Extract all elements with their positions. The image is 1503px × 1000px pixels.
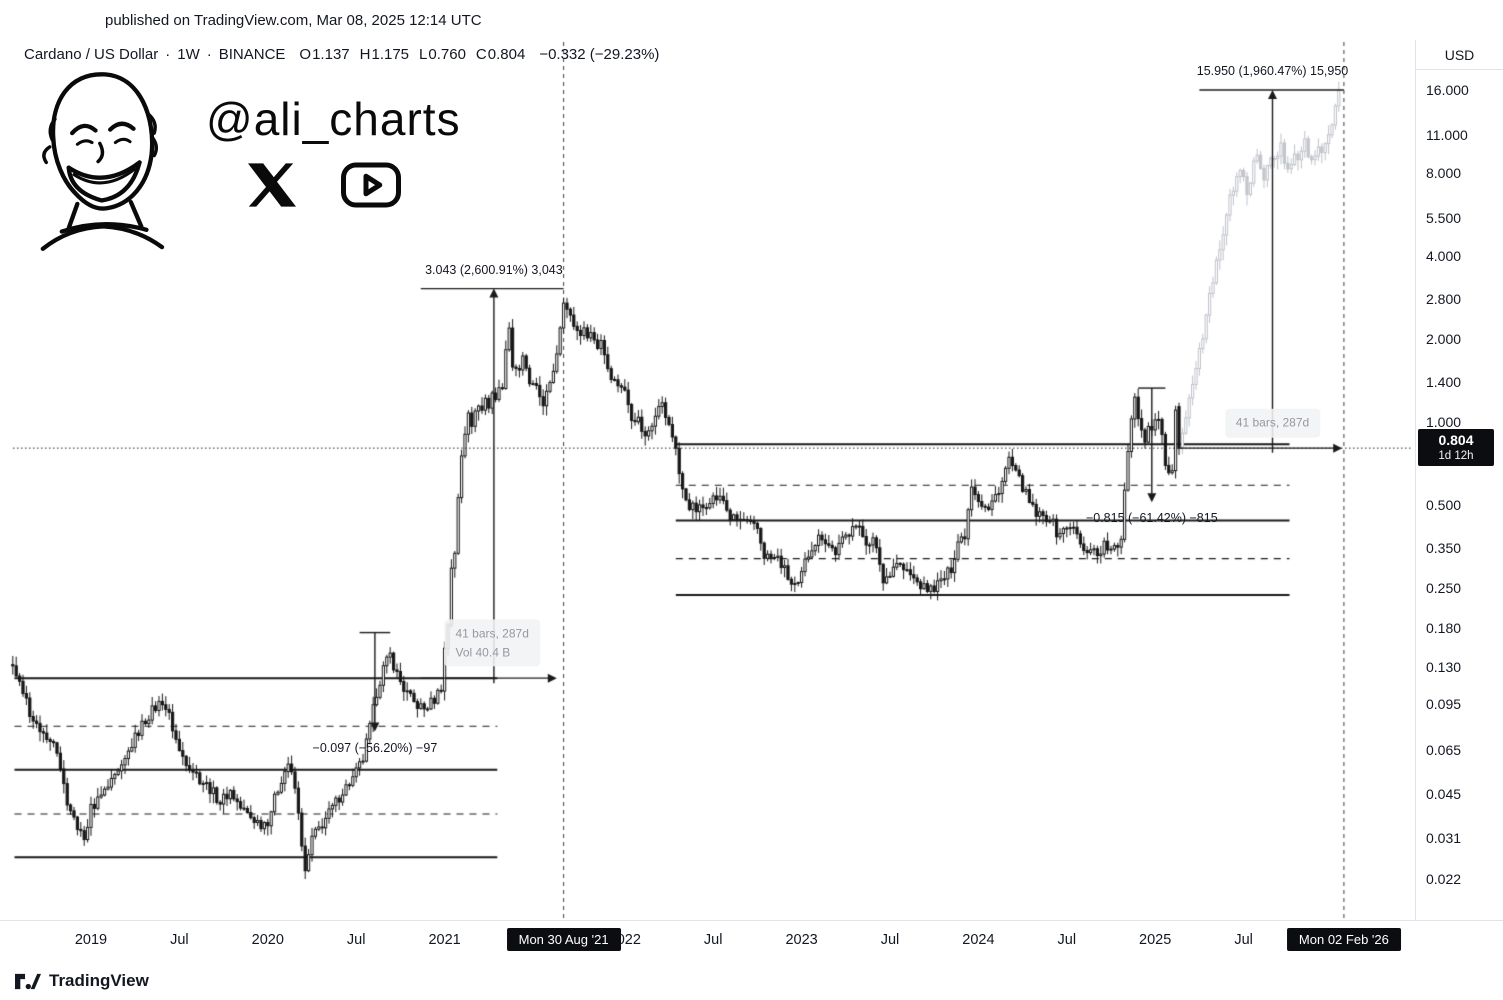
ohlc-low: L0.760	[419, 46, 466, 63]
time-tick: 2023	[785, 932, 818, 948]
ohlc-values: O1.137 H1.175 L0.760 C0.804 −0.332 (−29.…	[299, 46, 659, 63]
exchange-label: BINANCE	[218, 46, 286, 63]
price-tick: 16.000	[1426, 81, 1469, 98]
symbol-name[interactable]: Cardano / US Dollar	[24, 46, 159, 63]
price-tick: 0.130	[1426, 658, 1462, 675]
time-tick: 2025	[1139, 932, 1172, 948]
ohlc-open: O1.137	[299, 46, 350, 63]
price-tick: 0.065	[1426, 741, 1462, 758]
bar-countdown: 1d 12h	[1438, 450, 1474, 463]
measure-label-2025-drop: −0.815 (−61.42%) −815	[1085, 511, 1218, 526]
price-tick: 0.031	[1426, 830, 1462, 847]
watermark: @ali_charts	[10, 64, 461, 254]
time-tick: Jul	[703, 932, 723, 948]
price-tick: 0.350	[1426, 539, 1462, 556]
time-tick: Jul	[1234, 932, 1253, 948]
price-tick: 4.000	[1426, 247, 1462, 264]
interval-label[interactable]: 1W	[177, 46, 200, 63]
price-tick: 0.500	[1426, 497, 1462, 514]
footer-bar: TradingView	[0, 962, 1503, 1000]
x-logo-icon	[248, 163, 296, 207]
price-tick: 11.000	[1426, 126, 1468, 143]
separator-dot: ·	[165, 46, 171, 63]
tradingview-logo[interactable]: TradingView	[15, 971, 149, 991]
price-axis[interactable]: USD 0.804 1d 12h 16.000 11.000 8.000 5.500 4…	[1415, 40, 1503, 922]
measure-label-2021-rally: 3.043 (2,600.91%) 3,043	[425, 262, 563, 277]
measure-label-2020-drop: −0.097 (−56.20%) −97	[312, 740, 438, 755]
price-tick: 1.000	[1426, 414, 1462, 430]
time-tick: 2021	[428, 932, 461, 948]
price-tick: 2.800	[1426, 290, 1462, 307]
price-tick: 2.000	[1426, 330, 1462, 347]
time-tick: 2019	[74, 932, 108, 948]
ohlc-close: C0.804	[475, 46, 526, 63]
change-value: −0.332 (−29.23%)	[539, 46, 660, 63]
time-tick: Jul	[346, 932, 366, 948]
separator-dot: ·	[206, 46, 212, 63]
publish-note: published on TradingView.com, Mar 08, 20…	[0, 0, 1503, 40]
price-tick: 0.045	[1426, 785, 1462, 802]
time-tick: Jul	[1057, 932, 1077, 948]
ohlc-high: H1.175	[359, 46, 410, 63]
date-badge-feb-2026: Mon 02 Feb '26	[1286, 928, 1401, 951]
youtube-logo-icon	[341, 162, 401, 208]
last-price-value: 0.804	[1438, 432, 1474, 449]
range-tooltip-left: 41 bars, 287d Vol 40.4 B	[444, 619, 540, 667]
range-tooltip-right: 41 bars, 287d	[1224, 408, 1321, 438]
face-sketch-icon	[40, 72, 165, 251]
time-tick: 2020	[251, 932, 284, 948]
time-tick: Jul	[880, 932, 900, 948]
measure-label-projection-rally: 15.950 (1,960.47%) 15,950	[1196, 64, 1349, 79]
price-tick: 5.500	[1426, 209, 1462, 226]
time-tick: Jul	[170, 932, 189, 948]
symbol-header: Cardano / US Dollar · 1W · BINANCE O1.13…	[24, 46, 659, 63]
price-tick: 0.022	[1426, 871, 1462, 888]
tradingview-brand-text: TradingView	[49, 971, 149, 990]
price-tick: 0.095	[1426, 696, 1462, 713]
price-tick: 0.180	[1426, 619, 1462, 636]
currency-label[interactable]: USD	[1416, 40, 1503, 70]
publish-text: published on TradingView.com, Mar 08, 20…	[105, 11, 482, 29]
tradingview-mark-icon	[15, 973, 41, 989]
time-axis[interactable]: Mon 30 Aug '21 Mon 02 Feb '26 2019 Jul 202…	[0, 920, 1503, 962]
price-tick: 8.000	[1426, 164, 1462, 181]
time-tick: 2024	[962, 932, 995, 948]
price-tick: 0.250	[1426, 580, 1462, 597]
watermark-handle: @ali_charts	[206, 93, 461, 145]
date-badge-aug-2021: Mon 30 Aug '21	[506, 928, 621, 951]
last-price-badge: 0.804 1d 12h	[1418, 429, 1494, 467]
price-tick: 1.400	[1426, 373, 1462, 390]
